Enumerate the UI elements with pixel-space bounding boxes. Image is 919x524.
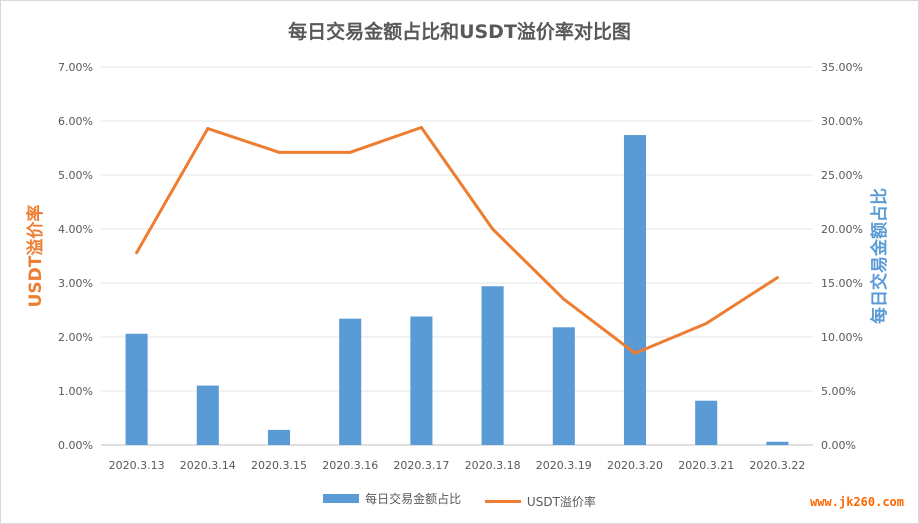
- y-right-tick-label: 30.00%: [821, 115, 863, 128]
- line-point[interactable]: [491, 227, 495, 231]
- bar[interactable]: [552, 327, 575, 445]
- bar[interactable]: [481, 286, 504, 445]
- y-left-tick-label: 0.00%: [58, 439, 93, 452]
- bar[interactable]: [410, 316, 433, 445]
- x-tick-label: 2020.3.22: [749, 459, 805, 472]
- y-left-tick-label: 1.00%: [58, 385, 93, 398]
- line-layer: [135, 125, 779, 355]
- x-tick-label: 2020.3.13: [109, 459, 165, 472]
- site-watermark: www.jk260.com: [810, 495, 904, 509]
- bar[interactable]: [267, 429, 291, 445]
- grid-layer: [101, 66, 813, 446]
- bar-layer: [125, 135, 789, 446]
- y-left-tick-label: 5.00%: [58, 169, 93, 182]
- line-point[interactable]: [633, 351, 637, 355]
- bar[interactable]: [125, 333, 148, 445]
- y-left-tick-label: 4.00%: [58, 223, 93, 236]
- y-right-tick-label: 35.00%: [821, 61, 863, 74]
- legend-bar-swatch: [323, 494, 360, 503]
- bar[interactable]: [623, 135, 647, 446]
- legend-item-line[interactable]: USDT溢价率: [484, 493, 596, 510]
- y-right-tick-label: 5.00%: [821, 385, 856, 398]
- series-line[interactable]: [135, 125, 779, 355]
- x-tick-label: 2020.3.20: [607, 459, 663, 472]
- y-right-tick-label: 25.00%: [821, 169, 863, 182]
- bar[interactable]: [695, 400, 718, 445]
- line-point[interactable]: [704, 322, 708, 325]
- x-tick-label: 2020.3.15: [251, 459, 307, 472]
- line-point[interactable]: [277, 150, 281, 154]
- x-tick-label: 2020.3.19: [536, 459, 592, 472]
- y-left-tick-label: 3.00%: [58, 277, 93, 290]
- y-right-tick-label: 0.00%: [821, 439, 856, 452]
- line-point[interactable]: [348, 150, 352, 154]
- bar[interactable]: [339, 318, 362, 445]
- legend-line-label: USDT溢价率: [526, 495, 596, 509]
- x-tick-label: 2020.3.18: [465, 459, 521, 472]
- y-right-tick-label: 15.00%: [821, 277, 863, 290]
- bar[interactable]: [766, 441, 789, 445]
- line-point[interactable]: [775, 276, 779, 280]
- y-right-tick-label: 10.00%: [821, 331, 863, 344]
- chart-title: 每日交易金额占比和USDT溢价率对比图: [288, 21, 631, 43]
- legend-line-swatch: [484, 500, 521, 503]
- x-tick-label: 2020.3.17: [393, 459, 449, 472]
- y-left-tick-label: 2.00%: [58, 331, 93, 344]
- y-right-tick-label: 20.00%: [821, 223, 863, 236]
- line-point[interactable]: [206, 127, 210, 131]
- y-axis-left-label: USDT溢价率: [25, 205, 46, 308]
- y-left-tick-label: 6.00%: [58, 115, 93, 128]
- legend-bar-label: 每日交易金额占比: [365, 492, 462, 506]
- line-point[interactable]: [562, 297, 566, 301]
- x-tick-label: 2020.3.21: [678, 459, 734, 472]
- y-axis-right-label: 每日交易金额占比: [869, 188, 890, 324]
- x-tick-label: 2020.3.14: [180, 459, 236, 472]
- line-point[interactable]: [419, 125, 423, 129]
- axis-layer: 0.00% 1.00% 2.00% 3.00% 4.00% 5.00% 6.00% 7.00%…: [58, 61, 863, 472]
- bar[interactable]: [196, 385, 219, 445]
- y-left-tick-label: 7.00%: [58, 61, 93, 74]
- line-point[interactable]: [135, 251, 139, 255]
- x-tick-label: 2020.3.16: [322, 459, 378, 472]
- legend-item-bar[interactable]: 每日交易金额占比: [323, 490, 461, 507]
- legend: 每日交易金额占比 USDT溢价率: [1, 490, 918, 510]
